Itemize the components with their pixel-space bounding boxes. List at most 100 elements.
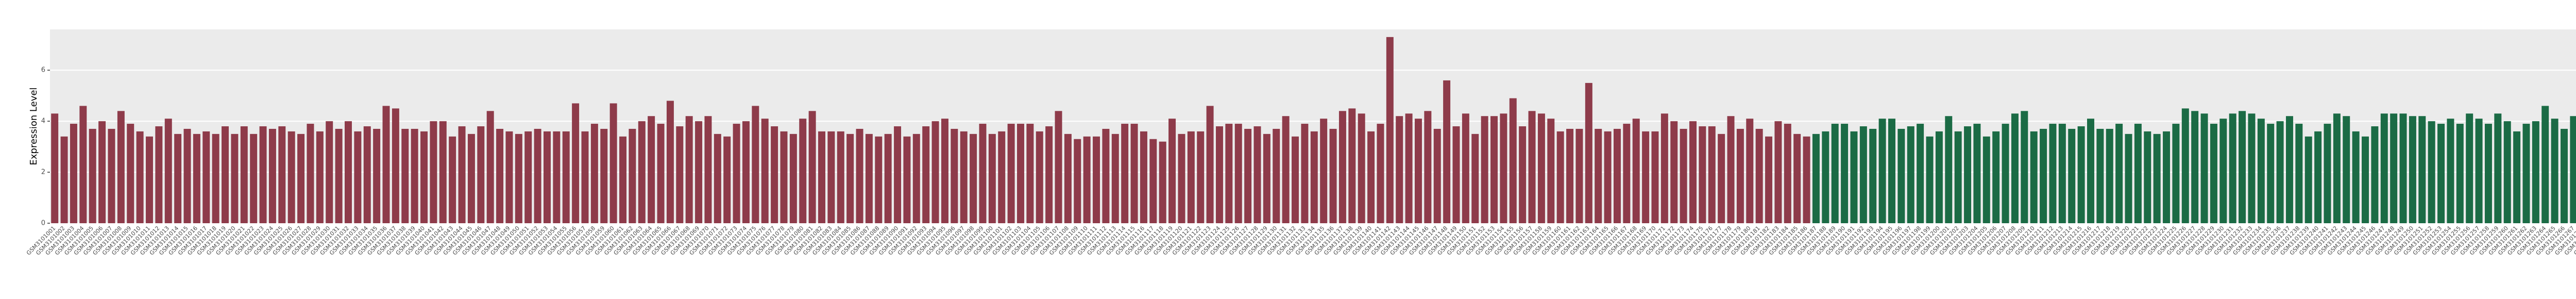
bar — [1632, 119, 1640, 223]
bar — [1585, 82, 1592, 224]
bar — [771, 126, 778, 223]
bar — [1206, 106, 1214, 223]
bar — [752, 106, 759, 223]
bar — [619, 136, 627, 223]
bar — [912, 134, 920, 223]
bar — [714, 134, 721, 223]
bar — [2390, 113, 2398, 223]
bar — [1253, 126, 1261, 223]
bar — [1945, 116, 1953, 223]
bar — [1765, 136, 1773, 223]
y-tick-label: 0 — [41, 220, 45, 227]
bar — [1982, 136, 1990, 223]
bar — [1869, 128, 1877, 223]
bar — [808, 111, 816, 223]
bar — [581, 131, 589, 223]
bar — [1812, 134, 1820, 223]
bar — [742, 121, 750, 223]
bar — [373, 128, 381, 223]
bar — [1660, 113, 1668, 223]
bar — [1121, 124, 1129, 223]
bar — [1329, 128, 1337, 223]
bar — [146, 136, 153, 223]
bar — [344, 121, 352, 223]
bar — [865, 134, 873, 223]
bar — [1093, 136, 1100, 223]
bar — [1528, 111, 1536, 223]
bar — [1774, 121, 1782, 223]
bar — [1244, 128, 1252, 223]
bar — [2285, 116, 2293, 223]
bar — [1537, 113, 1545, 223]
bar — [2125, 134, 2132, 223]
bar — [287, 131, 295, 223]
bar — [401, 128, 409, 223]
bar — [1755, 128, 1763, 223]
bar — [2418, 116, 2426, 223]
bar — [2437, 124, 2445, 223]
bar — [799, 119, 807, 223]
bar — [2181, 108, 2189, 223]
bar — [316, 131, 324, 223]
bar — [1102, 128, 1110, 223]
bar — [1348, 108, 1356, 223]
bar — [1973, 124, 1981, 223]
bar — [1566, 128, 1574, 223]
bar — [486, 111, 494, 223]
bar — [2551, 119, 2558, 223]
bar — [648, 116, 655, 223]
bar — [2229, 113, 2236, 223]
bar — [1689, 121, 1697, 223]
bar — [2324, 124, 2331, 223]
bar — [2380, 113, 2388, 223]
bar — [629, 128, 636, 223]
bar — [515, 134, 522, 223]
bar — [2276, 121, 2284, 223]
bar — [1595, 128, 1602, 223]
bar — [136, 131, 144, 223]
bar — [1026, 124, 1034, 223]
bar — [1017, 124, 1024, 223]
bar — [2011, 113, 2019, 223]
bar — [2399, 113, 2407, 223]
bar — [2096, 128, 2104, 223]
bar — [761, 119, 769, 223]
bar — [326, 121, 333, 223]
bar — [2314, 131, 2322, 223]
bar — [1736, 128, 1744, 223]
bar — [1623, 124, 1631, 223]
bar — [335, 128, 343, 223]
bar — [1187, 131, 1195, 223]
bar — [183, 128, 191, 223]
bar — [951, 128, 958, 223]
bar — [2163, 131, 2171, 223]
bar — [1680, 128, 1687, 223]
bar — [733, 124, 740, 223]
bar — [676, 126, 684, 223]
bar — [2077, 126, 2085, 223]
bar — [1462, 113, 1469, 223]
bar — [572, 103, 580, 223]
bar — [2503, 121, 2511, 223]
bar — [2200, 113, 2208, 223]
bar — [155, 126, 163, 223]
bar — [117, 111, 125, 223]
bar — [2561, 128, 2568, 223]
bar — [2144, 131, 2151, 223]
bar — [2513, 131, 2521, 223]
bar — [590, 124, 598, 223]
bar — [307, 124, 314, 223]
bar — [2040, 128, 2047, 223]
bar — [1036, 131, 1043, 223]
bar — [827, 131, 835, 223]
bar — [411, 128, 418, 223]
bar — [1282, 116, 1290, 223]
bar — [1670, 121, 1678, 223]
bar — [2267, 124, 2275, 223]
bar — [2210, 124, 2217, 223]
bar — [2466, 113, 2473, 223]
bar — [259, 126, 267, 223]
bar — [2522, 124, 2530, 223]
bar — [79, 106, 87, 223]
